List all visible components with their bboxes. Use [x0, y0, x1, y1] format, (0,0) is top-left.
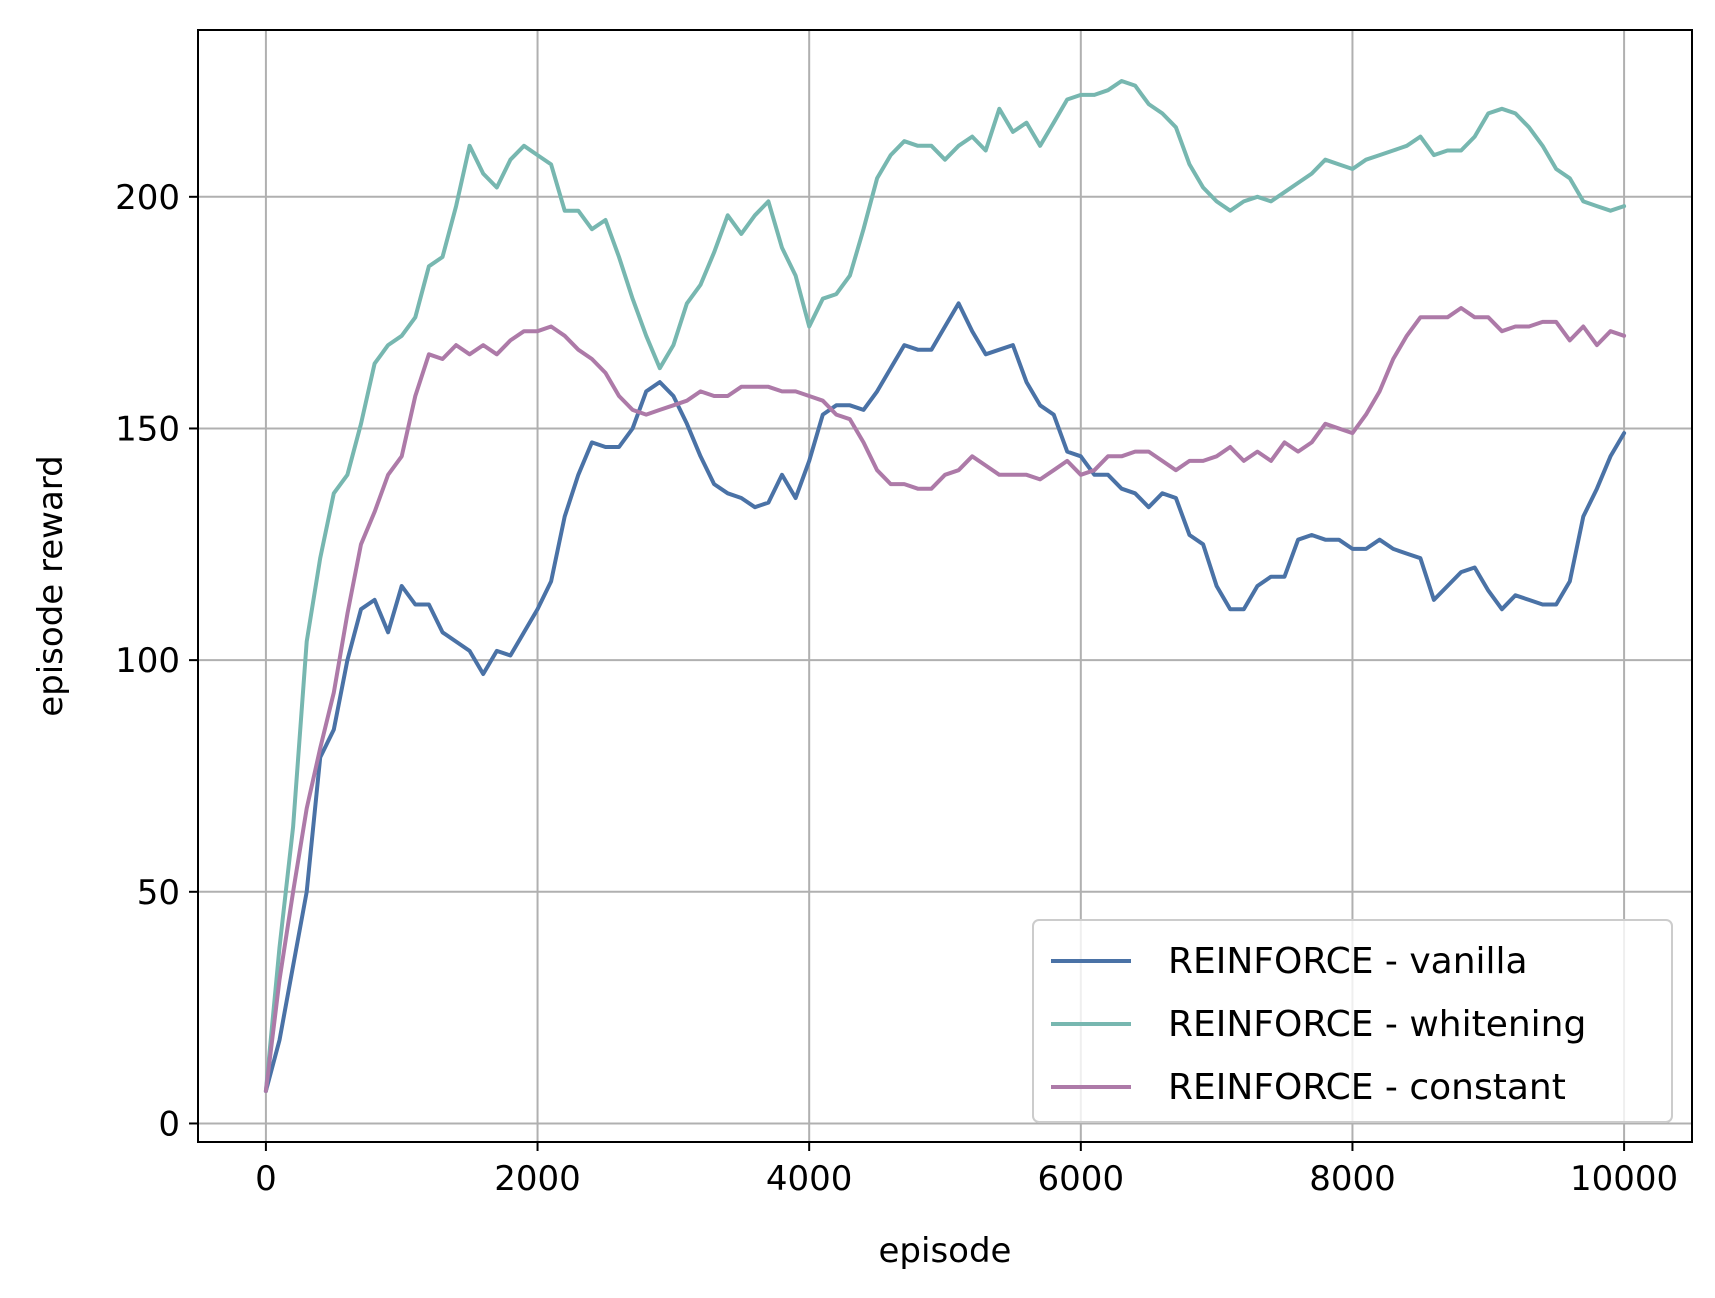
series-lines [263, 79, 1627, 1093]
x-tick-label: 0 [255, 1159, 277, 1199]
y-tick-label: 0 [158, 1104, 180, 1144]
legend: REINFORCE - vanilla REINFORCE - whitening… [1032, 919, 1673, 1123]
legend-label: REINFORCE - vanilla [1168, 941, 1528, 982]
y-tick-label: 200 [115, 178, 180, 218]
x-axis-title: episode [879, 1231, 1012, 1271]
grid [198, 30, 1692, 1142]
series-line-2 [263, 306, 1627, 1093]
legend-label: REINFORCE - whitening [1168, 1004, 1586, 1045]
legend-label: REINFORCE - constant [1168, 1067, 1566, 1108]
legend-box [1032, 919, 1673, 1123]
y-tick-label: 100 [115, 641, 180, 681]
ticks: 0 2000 4000 6000 8000 10000 0 50 100 150 200 [115, 178, 1678, 1199]
y-axis-title: episode reward [31, 455, 71, 717]
series-line-1 [263, 79, 1627, 1093]
x-tick-label: 6000 [1038, 1159, 1125, 1199]
x-tick-label: 4000 [766, 1159, 853, 1199]
y-tick-label: 50 [137, 873, 180, 913]
y-tick-label: 150 [115, 409, 180, 449]
x-tick-label: 2000 [494, 1159, 581, 1199]
series-line-0 [263, 301, 1627, 1093]
x-tick-label: 10000 [1570, 1159, 1678, 1199]
plot-frame [197, 29, 1693, 1143]
x-tick-label: 8000 [1309, 1159, 1396, 1199]
